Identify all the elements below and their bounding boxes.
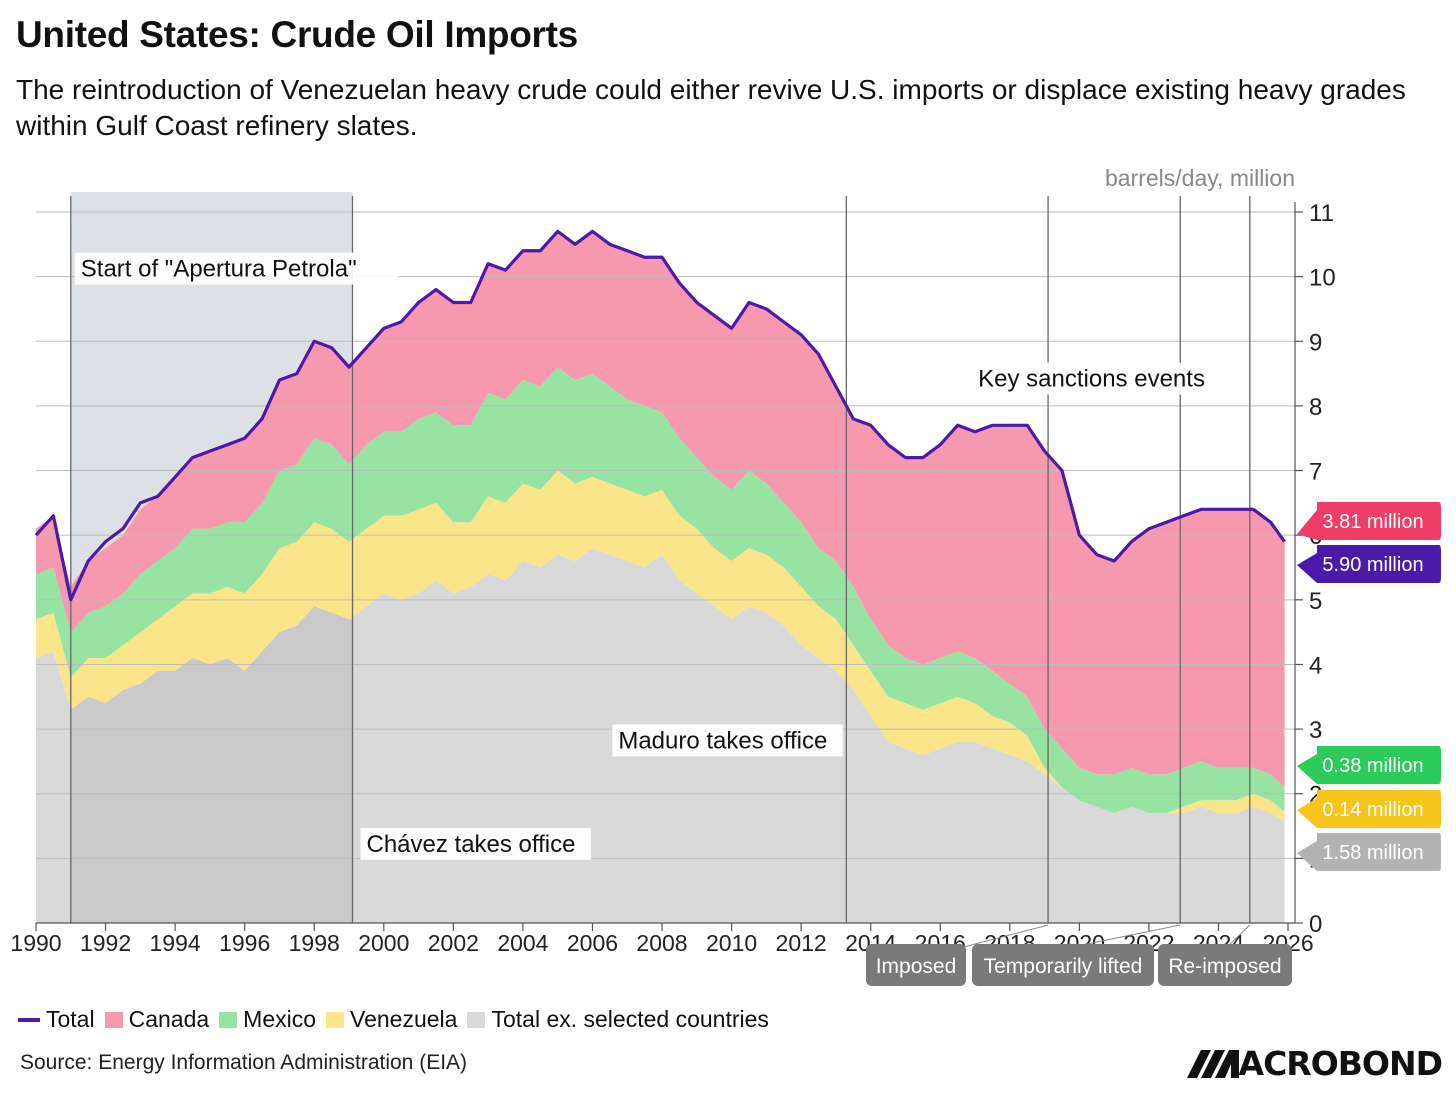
legend-label-canada: Canada (128, 1006, 210, 1032)
tick-label-x-2012: 2012 (776, 930, 827, 956)
area-mexico (36, 367, 1285, 814)
annotation-box-0 (74, 252, 398, 285)
event-label-0: Imposed (866, 924, 1049, 986)
area-venezuela (36, 470, 1285, 821)
annotation-text-1: Chávez takes office (366, 831, 575, 858)
tick-label-x-1996: 1996 (219, 930, 270, 956)
brand-logo: ACROBOND (1186, 1044, 1443, 1083)
annotation-text-0: Start of "Apertura Petrola" (81, 256, 357, 283)
legend-label-mexico: Mexico (243, 1006, 317, 1032)
legend-item-mexico: Mexico (219, 1006, 316, 1033)
end-label-text-venezuela: 0.14 million (1322, 799, 1423, 821)
annotation-text-3: Key sanctions events (978, 366, 1205, 393)
chart-title: United States: Crude Oil Imports (16, 14, 578, 55)
legend-swatch-venezuela (326, 1011, 345, 1028)
tick-label-x-2002: 2002 (428, 930, 479, 956)
end-label-box-mexico (1297, 746, 1441, 784)
annotation-box-3 (972, 362, 1215, 395)
legend-swatch-total (18, 1017, 40, 1022)
area-rest-shaded (70, 606, 353, 923)
annotation-box-1 (360, 827, 591, 860)
legend: Total Canada Mexico Venezuela Total ex. sele… (18, 1006, 779, 1033)
end-label-canada: 3.81 million (1297, 502, 1441, 540)
tick-label-y-8: 8 (1309, 394, 1322, 421)
event-label-2: Re-imposed (1158, 924, 1292, 986)
tick-label-x-1990: 1990 (10, 930, 61, 956)
crude-oil-imports-chart: 01234567891011barrels/day, million199019… (10, 165, 1441, 986)
tick-label-x-2008: 2008 (636, 930, 687, 956)
end-label-text-mexico: 0.38 million (1322, 755, 1423, 777)
tick-label-y-7: 7 (1309, 459, 1322, 486)
end-label-box-canada (1297, 502, 1441, 540)
end-label-venezuela: 0.14 million (1297, 790, 1441, 828)
legend-swatch-rest (467, 1011, 486, 1028)
annotation-1: Chávez takes office (360, 827, 591, 860)
tick-label-x-2006: 2006 (567, 930, 618, 956)
macrobond-m-icon (1186, 1049, 1239, 1078)
event-text-2: Re-imposed (1168, 955, 1281, 978)
end-label-rest: 1.58 million (1297, 833, 1441, 871)
end-label-text-total: 5.90 million (1322, 554, 1423, 576)
legend-label-rest: Total ex. selected countries (491, 1006, 769, 1032)
annotation-0: Start of "Apertura Petrola" (74, 252, 398, 285)
chart-subtitle: The reintroduction of Venezuelan heavy c… (16, 74, 1406, 141)
legend-item-rest: Total ex. selected countries (467, 1006, 769, 1033)
legend-item-total: Total (18, 1006, 95, 1033)
source-note: Source: Energy Information Administratio… (20, 1051, 468, 1074)
legend-label-total: Total (46, 1006, 95, 1032)
end-label-box-venezuela (1297, 790, 1441, 828)
event-box-2 (1158, 944, 1292, 986)
line-total (34, 229, 1286, 602)
tick-label-x-2010: 2010 (706, 930, 757, 956)
end-label-mexico: 0.38 million (1297, 746, 1441, 784)
event-box-0 (866, 944, 966, 986)
legend-item-canada: Canada (104, 1006, 210, 1033)
area-canada (36, 231, 1285, 788)
event-text-1: Temporarily lifted (984, 955, 1143, 978)
event-label-1: Temporarily lifted (972, 924, 1181, 986)
brand-name: ACROBOND (1238, 1044, 1443, 1083)
end-label-box-total (1297, 545, 1441, 583)
annotation-2: Maduro takes office (612, 724, 843, 757)
tick-label-y-11: 11 (1309, 200, 1334, 227)
tick-label-y-10: 10 (1309, 265, 1336, 292)
tick-label-x-2004: 2004 (497, 930, 548, 956)
annotation-text-2: Maduro takes office (618, 727, 827, 754)
legend-swatch-canada (104, 1011, 123, 1028)
tick-label-x-1992: 1992 (80, 930, 131, 956)
end-label-box-rest (1297, 833, 1441, 871)
end-label-text-rest: 1.58 million (1322, 842, 1423, 864)
tick-label-x-1998: 1998 (289, 930, 340, 956)
annotation-3: Key sanctions events (972, 362, 1215, 395)
tick-label-y-9: 9 (1309, 329, 1322, 356)
tick-label-x-1994: 1994 (150, 930, 201, 956)
end-label-text-canada: 3.81 million (1322, 511, 1423, 533)
legend-item-venezuela: Venezuela (326, 1006, 457, 1033)
event-connector-0 (955, 924, 1049, 950)
tick-label-y-4: 4 (1309, 652, 1322, 679)
tick-label-y-0: 0 (1309, 911, 1322, 938)
tick-label-x-2000: 2000 (358, 930, 409, 956)
event-box-1 (972, 944, 1154, 986)
tick-label-y-5: 5 (1309, 588, 1322, 615)
annotation-box-2 (612, 724, 843, 757)
end-label-total: 5.90 million (1297, 545, 1441, 583)
tick-label-y-3: 3 (1309, 717, 1322, 744)
legend-swatch-mexico (219, 1011, 238, 1028)
legend-label-venezuela: Venezuela (350, 1006, 458, 1032)
y-axis-unit-label: barrels/day, million (1105, 165, 1295, 191)
event-text-0: Imposed (876, 955, 957, 978)
